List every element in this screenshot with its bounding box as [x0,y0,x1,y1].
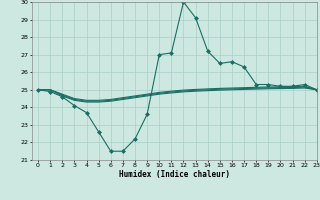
X-axis label: Humidex (Indice chaleur): Humidex (Indice chaleur) [119,170,230,179]
